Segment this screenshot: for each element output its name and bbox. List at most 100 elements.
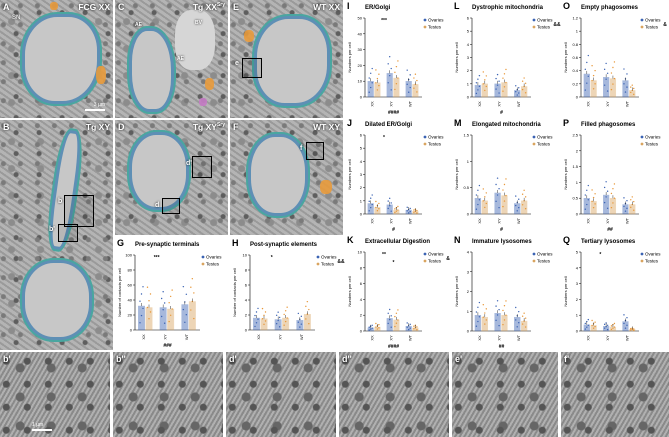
chart-j-point <box>390 210 392 212</box>
chart-p-point <box>594 193 596 195</box>
chart-h-point <box>297 312 300 315</box>
panel-label-ae-2: AE <box>177 56 184 62</box>
chart-h-point <box>257 318 259 320</box>
zoom-scale-label: 1 µm <box>32 422 44 428</box>
chart-l-point <box>521 80 524 82</box>
chart-o-point <box>591 65 593 67</box>
chart-l-letter: L <box>454 1 460 11</box>
chart-q-point <box>623 314 625 316</box>
chart-n-point <box>521 323 524 325</box>
chart-g-legend-marker <box>201 262 205 266</box>
chart-g-point <box>148 318 150 320</box>
chart-g-point <box>139 322 141 324</box>
chart-o-point <box>626 86 628 88</box>
chart-p-xtick-label: XX <box>586 218 591 224</box>
chart-g-bar <box>188 301 196 331</box>
chart-h-point <box>263 314 265 317</box>
chart-h-point <box>284 310 287 312</box>
chart-m-title: Elongated mitochondria <box>472 122 541 128</box>
chart-h-ytick-label: 4 <box>245 298 248 303</box>
chart-o-xtick-label: WT <box>624 100 629 107</box>
chart-j-point <box>414 210 417 213</box>
em-panel-e: e E WT XX <box>230 0 343 118</box>
chart-j-point <box>368 210 370 212</box>
chart-n-legend-marker <box>532 252 536 256</box>
chart-n-point <box>498 324 500 327</box>
chart-n-point <box>477 320 479 323</box>
chart-q-point <box>626 324 628 327</box>
chart-o: O Empty phagosomes 0 0.2 0.4 0.6 0.8 1 1.2 Number… <box>561 0 669 117</box>
chart-k-annotation: ** <box>382 252 386 258</box>
zoom-image-f-prime: f' <box>561 352 669 437</box>
chart-m-legend-marker <box>532 142 536 146</box>
chart-n-xtick-label: XX <box>477 335 482 341</box>
chart-k-point <box>408 328 410 331</box>
chart-g-xtick-label: XY <box>162 334 167 340</box>
chart-h-xtick-label: XY <box>277 334 282 340</box>
chart-l-ytick-label: 4 <box>467 42 470 47</box>
chart-p-point <box>633 200 635 203</box>
chart-h-point <box>300 315 303 318</box>
chart-o-point <box>630 86 632 88</box>
chart-l-point <box>518 87 520 89</box>
chart-g: G Pre-synaptic terminals 0 20 40 60 80 100 Numbe… <box>115 237 230 350</box>
chart-p-point <box>623 205 625 208</box>
chart-h-point <box>299 326 301 328</box>
chart-q-point <box>605 326 607 328</box>
chart-k-point <box>414 327 417 329</box>
chart-m-ytick-label: 1.5 <box>463 133 469 138</box>
chart-l-point <box>482 71 484 73</box>
chart-m-xtick-label: XX <box>477 218 482 224</box>
chart-p-point <box>591 200 593 203</box>
chart-k-xtick-label: XY <box>389 335 394 341</box>
chart-m-point <box>518 206 520 209</box>
em-panel-a: A FCG XX SN 3 µm <box>0 0 113 118</box>
chart-q-point <box>612 327 614 329</box>
chart-j-point <box>368 200 370 203</box>
chart-i-bar <box>386 73 393 98</box>
chart-i-point <box>389 56 391 58</box>
chart-m-bar <box>514 203 521 215</box>
chart-p-point <box>610 206 613 209</box>
inset-label-b: b <box>58 198 63 205</box>
chart-i-point <box>394 88 396 91</box>
chart-m-point <box>521 193 524 195</box>
chart-n-bar <box>514 316 521 332</box>
chart-k-point <box>387 322 389 325</box>
chart-m-point <box>484 196 486 198</box>
chart-g-point <box>171 308 173 310</box>
chart-i: I ER/Golgi 0 10 20 30 40 50 Numbers per cell XX XY… <box>345 0 452 117</box>
chart-q: Q Tertiary lysosomes 0 1 2 3 4 5 Numbers per cel… <box>561 234 669 351</box>
chart-q-point <box>633 328 635 330</box>
chart-l-bar <box>474 84 482 98</box>
chart-o-bar <box>603 77 610 98</box>
chart-m-point <box>505 194 507 197</box>
chart-k-point <box>395 312 398 315</box>
chart-o-ytick-label: 0.4 <box>572 68 578 73</box>
chart-q-annotation: * <box>599 252 601 258</box>
chart-q-point <box>591 319 593 322</box>
chart-q-point <box>626 317 628 319</box>
chart-n-ytick-label: 1 <box>467 309 470 314</box>
chart-q-ytick-label: 2 <box>576 297 579 302</box>
chart-g-annotation: ### <box>163 343 172 349</box>
chart-j-legend-marker <box>423 135 427 139</box>
chart-g-point <box>163 322 166 324</box>
chart-i-point <box>397 77 399 79</box>
chart-k-point <box>371 327 373 329</box>
chart-n-point <box>524 326 527 328</box>
chart-h-svg: H Post-synaptic elements 0 2 4 6 8 10 Number of … <box>232 238 345 340</box>
chart-j-legend-label: Ovaries <box>428 135 444 140</box>
chart-o-bar <box>622 80 629 98</box>
chart-p-point <box>630 199 632 201</box>
chart-m-point <box>523 189 525 191</box>
chart-i-point <box>371 67 373 70</box>
chart-o-point <box>623 83 625 85</box>
chart-g-point <box>148 300 150 302</box>
chart-k-point <box>416 329 418 331</box>
chart-o-point <box>584 89 586 91</box>
chart-k-annotation: * <box>393 260 395 266</box>
chart-l-xtick-label: XY <box>497 101 502 107</box>
chart-p-title: Filled phagosomes <box>581 122 636 128</box>
chart-l-point <box>484 79 486 81</box>
